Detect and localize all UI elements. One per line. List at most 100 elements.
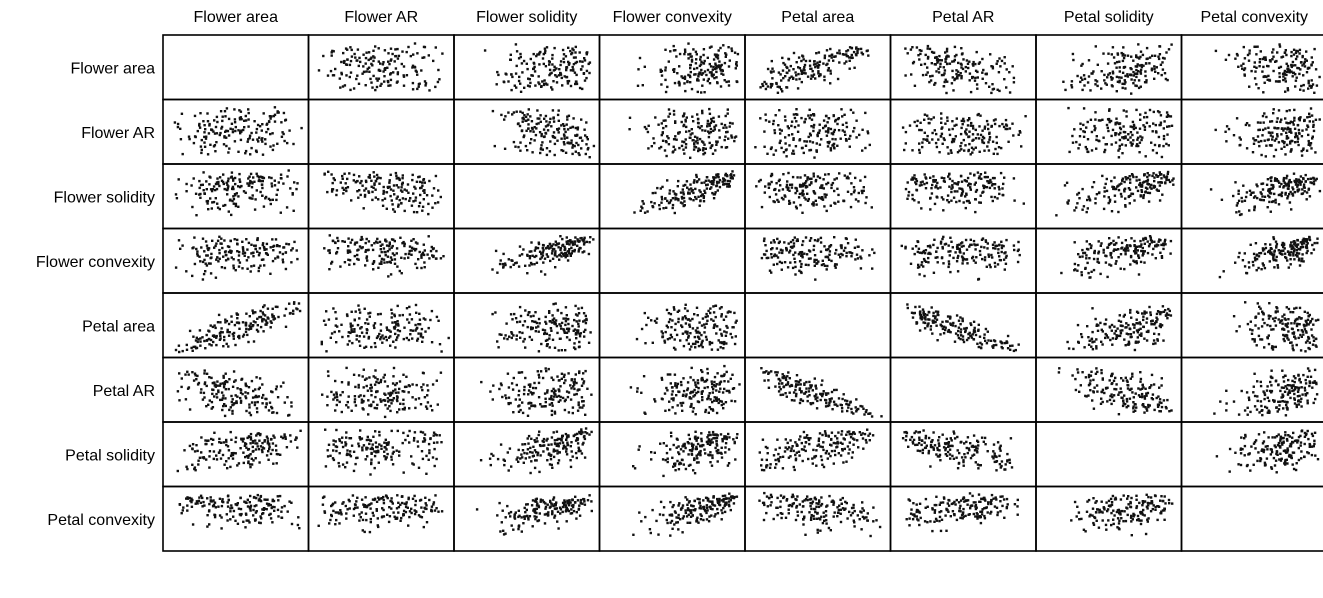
panel-flower-area-vs-flower-solidity [453, 34, 601, 101]
scatter-point [1302, 183, 1306, 186]
scatter-point [566, 259, 570, 262]
scatter-point [1120, 195, 1123, 198]
scatter-point [222, 255, 225, 258]
scatter-point [518, 75, 521, 79]
scatter-point [427, 202, 430, 206]
scatter-point [199, 340, 202, 343]
scatter-point [257, 254, 261, 257]
scatter-point [1106, 246, 1109, 249]
scatter-point [917, 201, 920, 204]
scatter-point [390, 199, 393, 202]
scatter-point [177, 344, 181, 347]
scatter-point [572, 117, 575, 120]
scatter-point [415, 70, 418, 73]
scatter-point [1123, 180, 1126, 184]
scatter-point [791, 152, 794, 155]
scatter-point [374, 88, 377, 92]
scatter-point [256, 174, 259, 178]
scatter-point [1248, 49, 1251, 52]
scatter-point [360, 235, 363, 239]
scatter-point [389, 84, 392, 87]
scatter-point [220, 266, 224, 269]
scatter-point [961, 123, 964, 126]
scatter-point [491, 268, 494, 271]
scatter-point [797, 124, 800, 127]
scatter-point [559, 72, 562, 75]
scatter-point [1083, 77, 1087, 81]
scatter-point [669, 50, 672, 53]
scatter-point [534, 247, 537, 250]
scatter-point [553, 142, 557, 146]
scatter-point [213, 335, 216, 338]
scatter-point [1095, 135, 1098, 138]
scatter-point [717, 65, 721, 69]
scatter-point [939, 186, 942, 189]
scatter-point [1242, 68, 1246, 72]
scatter-point [703, 59, 706, 63]
scatter-point [348, 249, 351, 252]
scatter-point [403, 209, 406, 213]
scatter-point [710, 45, 713, 48]
scatter-point [1282, 185, 1286, 188]
scatter-point [1122, 56, 1126, 60]
scatter-point [971, 151, 974, 154]
scatter-point [392, 71, 395, 74]
scatter-point [251, 324, 254, 328]
scatter-point [978, 125, 981, 128]
scatter-point [700, 73, 703, 76]
scatter-point [661, 132, 664, 135]
scatter-point [1254, 259, 1257, 262]
scatter-point [238, 109, 241, 112]
scatter-point [407, 256, 410, 259]
scatter-point [1073, 269, 1076, 272]
scatter-point [713, 53, 717, 56]
scatter-point [969, 243, 972, 247]
scatter-point [544, 49, 547, 53]
scatter-point [1240, 196, 1243, 200]
scatter-point [946, 119, 949, 122]
scatter-point [993, 241, 996, 244]
scatter-point [539, 147, 543, 150]
scatter-point [1119, 192, 1123, 196]
scatter-point [223, 187, 226, 191]
scatter-point [1108, 237, 1111, 240]
scatter-point [387, 275, 390, 278]
scatter-point [1158, 184, 1162, 187]
scatter-point [1076, 74, 1079, 78]
scatter-point [585, 69, 589, 73]
scatter-point [1154, 130, 1158, 133]
scatter-point [785, 246, 788, 250]
scatter-point [1302, 237, 1305, 240]
scatter-point [1127, 133, 1130, 136]
scatter-point [1158, 171, 1161, 174]
scatter-point [533, 139, 536, 142]
scatter-point [1130, 173, 1134, 176]
scatter-point [378, 254, 381, 258]
scatter-point [861, 149, 864, 152]
scatter-point [566, 80, 569, 83]
scatter-point [266, 253, 269, 256]
scatter-point [1314, 179, 1317, 182]
scatter-point [695, 53, 698, 56]
scatter-point [825, 114, 828, 118]
scatter-point [516, 122, 520, 126]
scatter-point [1162, 134, 1166, 138]
scatter-point [811, 70, 814, 73]
scatter-point [1135, 144, 1138, 148]
scatter-point [928, 47, 932, 51]
scatter-point [1264, 56, 1267, 59]
scatter-point [1262, 65, 1265, 69]
scatter-point [255, 172, 258, 175]
scatter-point [788, 76, 791, 80]
scatter-point [719, 85, 723, 88]
scatter-point [526, 149, 529, 152]
col-label-petal-area: Petal area [781, 9, 854, 26]
scatter-point [1271, 138, 1274, 141]
scatter-point [211, 325, 215, 329]
scatter-point [350, 238, 354, 242]
scatter-point [669, 199, 673, 202]
scatter-point [1115, 75, 1119, 79]
scatter-point [418, 180, 422, 184]
scatter-point [1082, 123, 1085, 127]
scatter-point [974, 198, 977, 201]
